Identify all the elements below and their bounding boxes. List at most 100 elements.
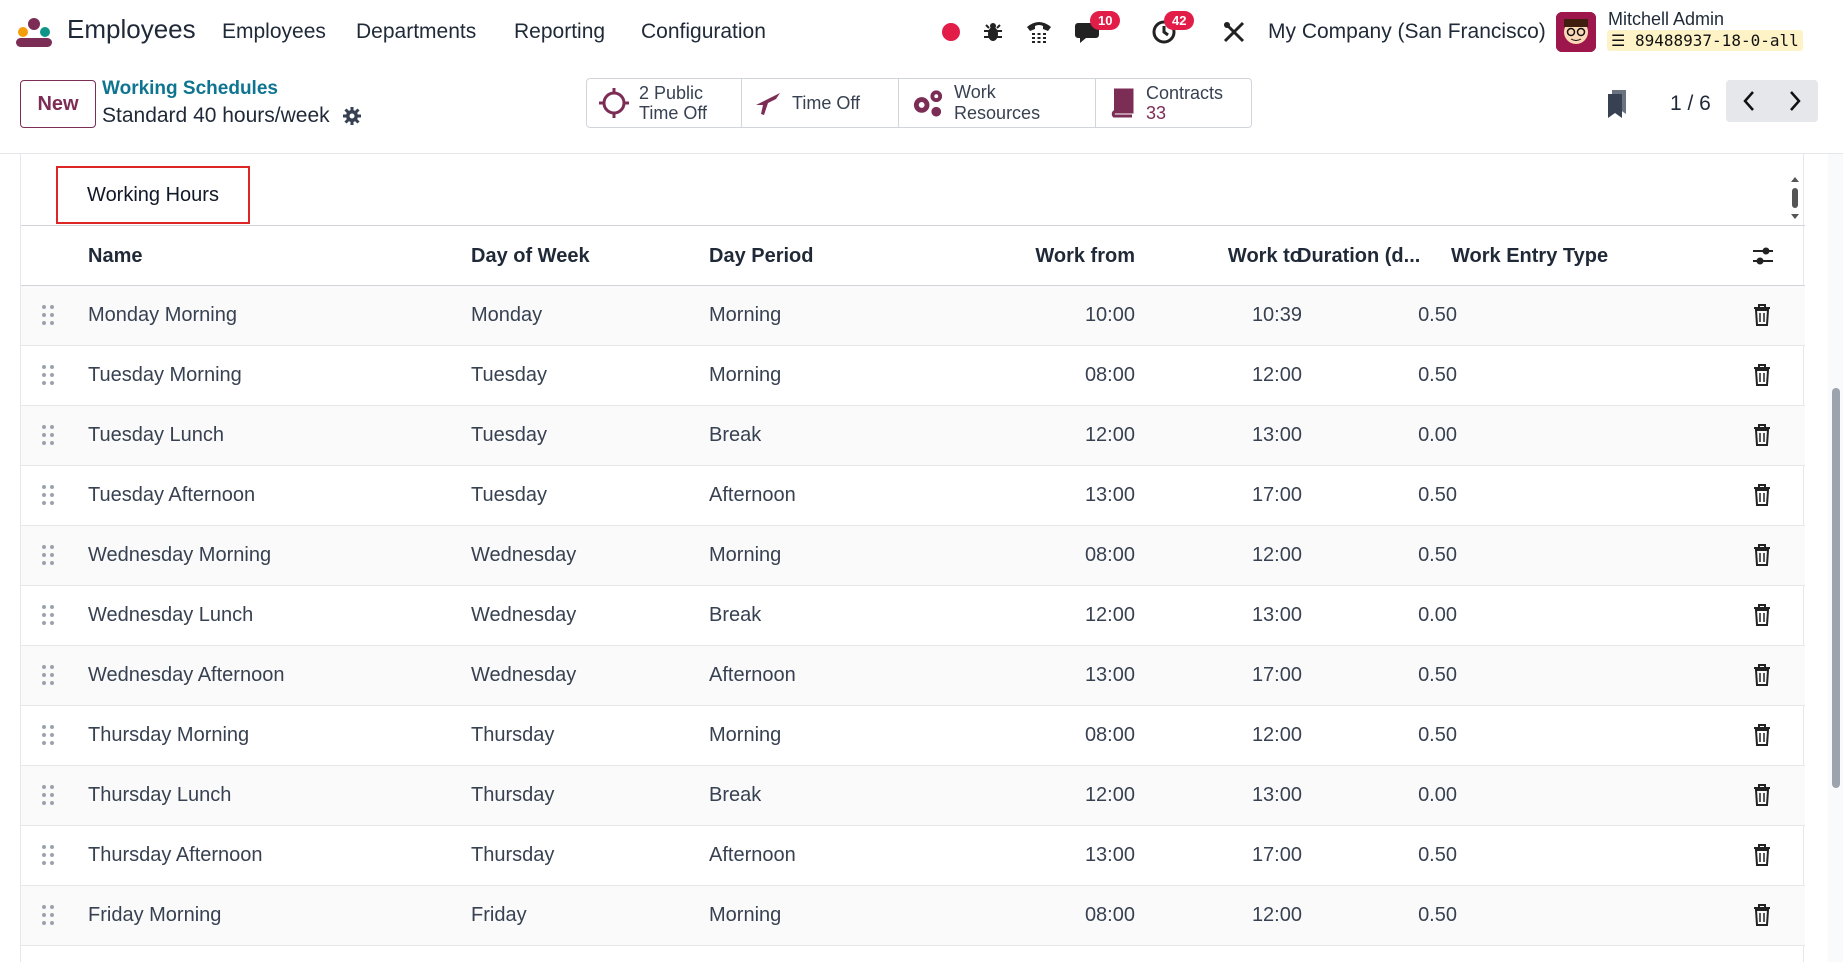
- cell-work-from[interactable]: 08:00: [1084, 544, 1135, 566]
- drag-handle-icon[interactable]: [41, 304, 55, 326]
- menu-reporting[interactable]: Reporting: [514, 20, 606, 43]
- cell-name[interactable]: Wednesday Afternoon: [88, 664, 285, 686]
- column-name[interactable]: Name: [88, 245, 143, 267]
- drag-handle-icon[interactable]: [41, 724, 55, 746]
- cell-day-period[interactable]: Break: [709, 784, 762, 806]
- cell-work-to[interactable]: 13:00: [1251, 784, 1302, 806]
- tab-working-hours[interactable]: Working Hours: [56, 166, 250, 224]
- cell-day-period[interactable]: Afternoon: [709, 844, 796, 866]
- cell-name[interactable]: Thursday Morning: [88, 724, 250, 746]
- pager-value[interactable]: 1 / 6: [1670, 92, 1711, 115]
- page-scrollbar-thumb[interactable]: [1832, 388, 1840, 788]
- drag-handle-icon[interactable]: [41, 424, 55, 446]
- column-duration[interactable]: Duration (d...: [1297, 245, 1421, 267]
- table-row[interactable]: Monday Morning Monday Morning 10:00 10:39 0.5…: [21, 286, 1805, 346]
- breadcrumb-working-schedules[interactable]: Working Schedules: [102, 78, 278, 99]
- cell-day-period[interactable]: Morning: [709, 724, 782, 746]
- cell-duration[interactable]: 0.50: [1418, 904, 1457, 926]
- user-name[interactable]: Mitchell Admin: [1608, 9, 1725, 29]
- cell-day-of-week[interactable]: Wednesday: [471, 544, 577, 566]
- menu-configuration[interactable]: Configuration: [641, 20, 766, 43]
- cell-name[interactable]: Tuesday Afternoon: [88, 484, 256, 506]
- cell-day-of-week[interactable]: Thursday: [471, 844, 555, 866]
- cell-work-from[interactable]: 12:00: [1084, 784, 1135, 806]
- cell-day-of-week[interactable]: Wednesday: [471, 604, 577, 626]
- chat-icon[interactable]: 10: [1072, 11, 1121, 48]
- table-row[interactable]: Thursday Lunch Thursday Break 12:00 13:00 0.0…: [21, 766, 1805, 826]
- cell-day-period[interactable]: Morning: [709, 364, 782, 386]
- cell-work-to[interactable]: 13:00: [1251, 424, 1302, 446]
- table-row[interactable]: Friday Morning Friday Morning 08:00 12:00 0.5…: [21, 886, 1805, 946]
- cell-duration[interactable]: 0.50: [1418, 664, 1457, 686]
- cell-day-period[interactable]: Morning: [709, 544, 782, 566]
- cell-work-from[interactable]: 12:00: [1084, 424, 1135, 446]
- drag-handle-icon[interactable]: [41, 904, 55, 926]
- cell-work-to[interactable]: 17:00: [1251, 844, 1302, 866]
- work-resources-button[interactable]: Work Resources: [899, 79, 1096, 127]
- contracts-button[interactable]: Contracts 33: [1096, 79, 1251, 127]
- cell-day-of-week[interactable]: Wednesday: [471, 664, 577, 686]
- cell-work-from[interactable]: 12:00: [1084, 604, 1135, 626]
- cell-day-period[interactable]: Break: [709, 424, 762, 446]
- cell-work-from[interactable]: 13:00: [1084, 844, 1135, 866]
- drag-handle-icon[interactable]: [41, 544, 55, 566]
- cell-work-to[interactable]: 12:00: [1251, 364, 1302, 386]
- table-row[interactable]: Thursday Afternoon Thursday Afternoon 13:00…: [21, 826, 1805, 886]
- company-switcher[interactable]: My Company (San Francisco): [1268, 20, 1546, 43]
- drag-handle-icon[interactable]: [41, 604, 55, 626]
- cell-day-period[interactable]: Afternoon: [709, 484, 796, 506]
- bookmark-icon[interactable]: [1606, 90, 1628, 118]
- menu-employees[interactable]: Employees: [222, 20, 326, 43]
- cell-day-of-week[interactable]: Tuesday: [471, 364, 547, 386]
- table-row[interactable]: Wednesday Morning Wednesday Morning 08:00 12…: [21, 526, 1805, 586]
- cell-work-to[interactable]: 13:00: [1251, 604, 1302, 626]
- trash-icon[interactable]: [1753, 604, 1771, 626]
- cell-duration[interactable]: 0.50: [1418, 484, 1457, 506]
- cell-day-of-week[interactable]: Thursday: [471, 784, 555, 806]
- cell-work-from[interactable]: 08:00: [1084, 904, 1135, 926]
- cell-duration[interactable]: 0.00: [1418, 604, 1457, 626]
- trash-icon[interactable]: [1753, 484, 1771, 506]
- record-indicator-icon[interactable]: [940, 16, 962, 48]
- table-row[interactable]: Tuesday Lunch Tuesday Break 12:00 13:00 0.00: [21, 406, 1805, 466]
- trash-icon[interactable]: [1753, 544, 1771, 566]
- table-row[interactable]: Wednesday Afternoon Wednesday Afternoon 13:…: [21, 646, 1805, 706]
- user-avatar[interactable]: [1556, 12, 1596, 52]
- column-work-from[interactable]: Work from: [1035, 245, 1135, 267]
- trash-icon[interactable]: [1753, 424, 1771, 446]
- trash-icon[interactable]: [1753, 724, 1771, 746]
- cell-work-from[interactable]: 08:00: [1084, 724, 1135, 746]
- cell-duration[interactable]: 0.50: [1418, 364, 1457, 386]
- cell-work-to[interactable]: 12:00: [1251, 544, 1302, 566]
- activity-icon[interactable]: 42: [1146, 11, 1195, 48]
- trash-icon[interactable]: [1753, 364, 1771, 386]
- table-row[interactable]: Thursday Morning Thursday Morning 08:00 12:0…: [21, 706, 1805, 766]
- cell-name[interactable]: Thursday Lunch: [88, 784, 232, 806]
- cell-day-period[interactable]: Break: [709, 604, 762, 626]
- column-day-of-week[interactable]: Day of Week: [471, 245, 590, 267]
- cell-work-to[interactable]: 10:39: [1251, 304, 1302, 326]
- phone-icon[interactable]: [1022, 16, 1056, 48]
- table-row[interactable]: Wednesday Lunch Wednesday Break 12:00 13:00 0…: [21, 586, 1805, 646]
- column-work-entry-type[interactable]: Work Entry Type: [1451, 245, 1609, 267]
- cell-work-from[interactable]: 13:00: [1084, 664, 1135, 686]
- cell-duration[interactable]: 0.50: [1418, 844, 1457, 866]
- trash-icon[interactable]: [1753, 844, 1771, 866]
- time-off-button[interactable]: Time Off: [742, 79, 899, 127]
- cell-work-to[interactable]: 17:00: [1251, 484, 1302, 506]
- cell-duration[interactable]: 0.00: [1418, 424, 1457, 446]
- pager-next-button[interactable]: [1772, 80, 1818, 122]
- menu-departments[interactable]: Departments: [356, 20, 477, 43]
- table-row[interactable]: Tuesday Afternoon Tuesday Afternoon 13:00 17…: [21, 466, 1805, 526]
- cell-day-of-week[interactable]: Thursday: [471, 724, 555, 746]
- trash-icon[interactable]: [1753, 664, 1771, 686]
- employees-app-icon[interactable]: [14, 16, 54, 48]
- column-work-to[interactable]: Work to: [1227, 245, 1302, 267]
- cell-day-of-week[interactable]: Friday: [471, 904, 527, 926]
- cell-duration[interactable]: 0.00: [1418, 784, 1457, 806]
- trash-icon[interactable]: [1753, 784, 1771, 806]
- cell-name[interactable]: Wednesday Morning: [88, 544, 272, 566]
- cell-work-to[interactable]: 12:00: [1251, 904, 1302, 926]
- cell-work-from[interactable]: 13:00: [1084, 484, 1135, 506]
- cell-day-of-week[interactable]: Tuesday: [471, 484, 547, 506]
